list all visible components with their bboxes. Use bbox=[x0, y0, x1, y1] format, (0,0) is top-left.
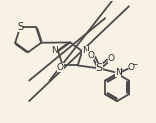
Text: N: N bbox=[115, 68, 122, 77]
Text: N: N bbox=[82, 46, 89, 55]
Text: S: S bbox=[96, 63, 103, 73]
Text: O: O bbox=[87, 51, 94, 60]
Text: S: S bbox=[17, 23, 23, 32]
Text: +: + bbox=[118, 67, 124, 72]
Text: N: N bbox=[51, 46, 58, 55]
Text: O: O bbox=[127, 63, 134, 72]
Text: −: − bbox=[132, 60, 138, 69]
Text: O: O bbox=[108, 54, 115, 63]
Text: O: O bbox=[57, 63, 64, 72]
